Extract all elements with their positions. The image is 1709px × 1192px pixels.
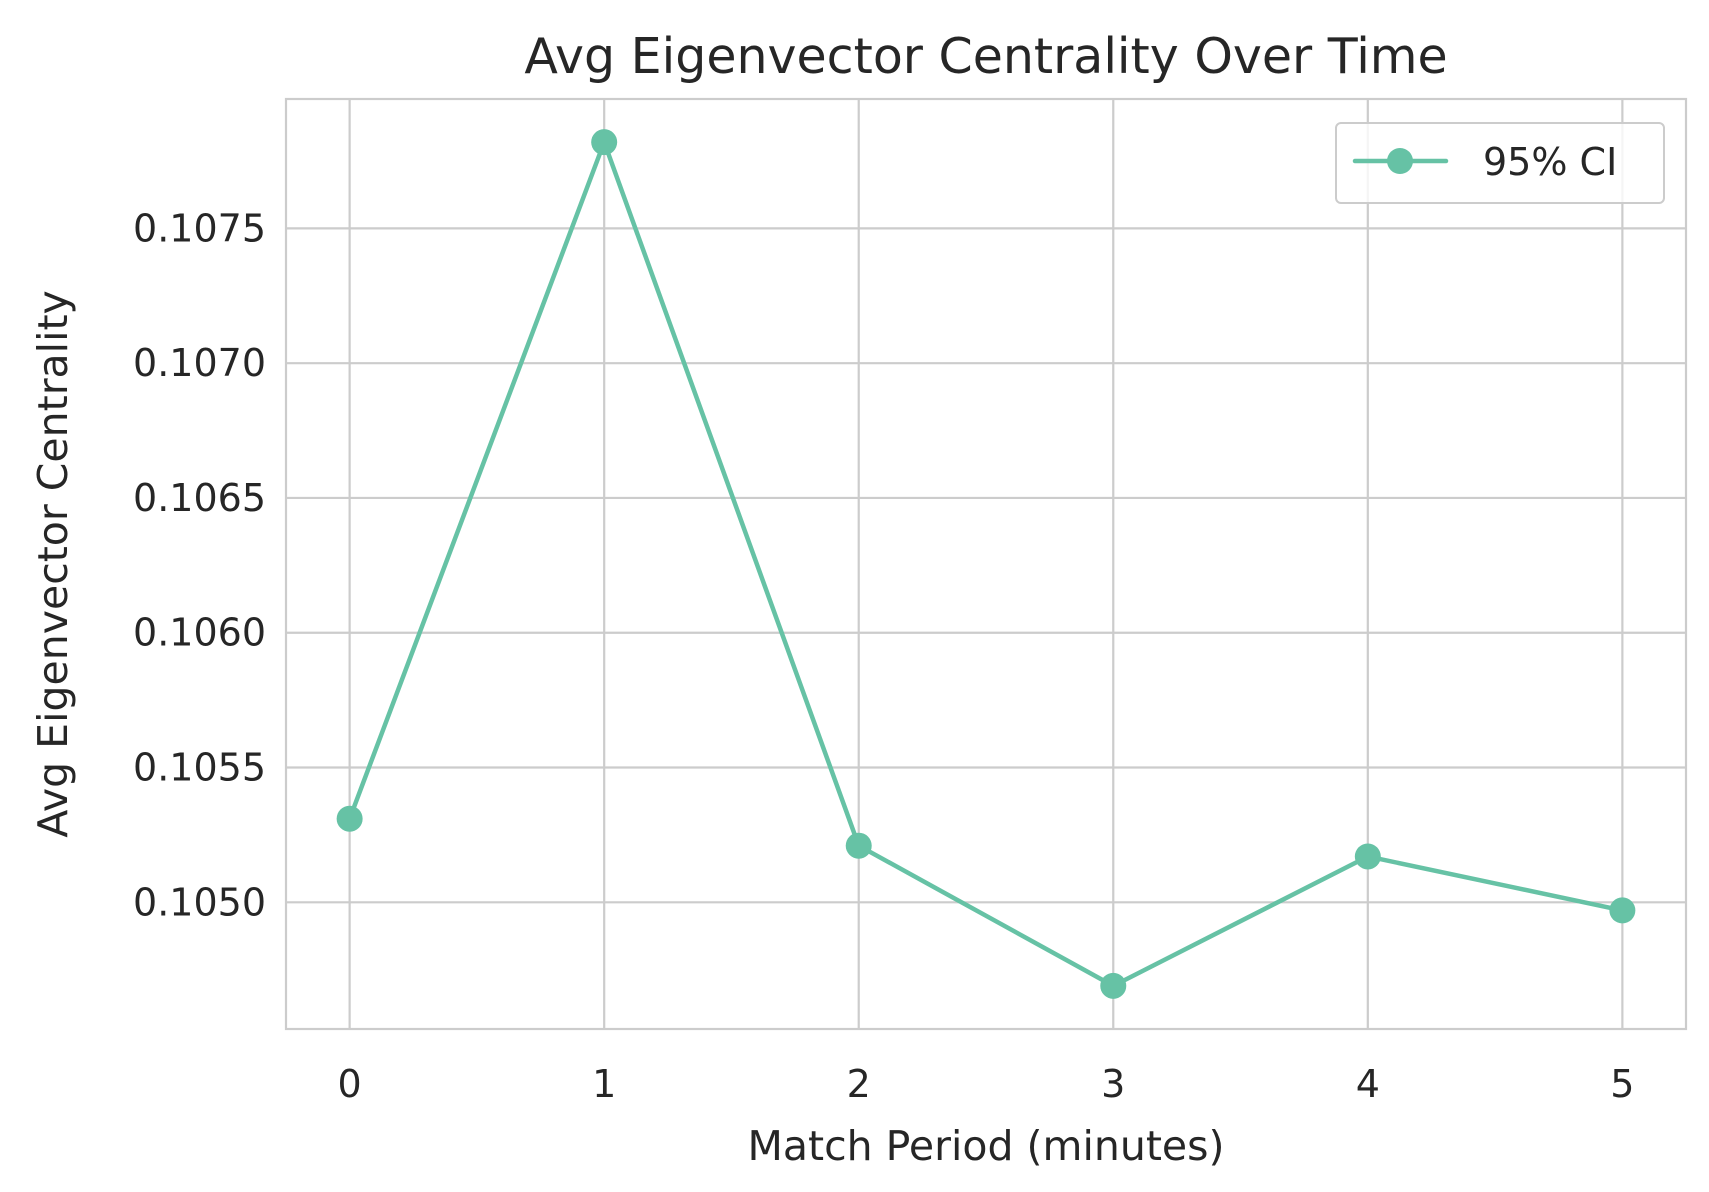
x-tick-label: 4 — [1356, 1062, 1380, 1106]
x-tick-label: 2 — [847, 1062, 871, 1106]
y-tick-label: 0.1075 — [133, 206, 266, 250]
data-point — [1609, 897, 1636, 924]
plot-area-border — [284, 97, 1688, 1031]
chart-title: Avg Eigenvector Centrality Over Time — [524, 28, 1447, 85]
series-line — [347, 139, 1625, 989]
y-tick-label: 0.1060 — [133, 611, 266, 655]
data-point — [336, 805, 363, 832]
series-layer — [336, 129, 1636, 999]
data-point — [1354, 843, 1381, 870]
legend-box — [1335, 122, 1665, 204]
legend-label: 95% CI — [1483, 140, 1617, 184]
x-tick-label: 3 — [1101, 1062, 1125, 1106]
x-tick-label: 1 — [592, 1062, 616, 1106]
y-tick-label: 0.1055 — [133, 746, 266, 790]
grid — [286, 99, 1686, 1029]
tick-labels: 0 1 2 3 4 5 0.1050 0.1055 0.1060 0.1065 0.1070 0.10… — [133, 206, 1634, 1106]
x-tick-label: 0 — [338, 1062, 362, 1106]
x-axis-label: Match Period (minutes) — [748, 1122, 1225, 1170]
y-tick-label: 0.1065 — [133, 476, 266, 520]
legend: 95% CI — [1335, 122, 1665, 204]
x-tick-label: 5 — [1610, 1062, 1634, 1106]
y-axis-label: Avg Eigenvector Centrality — [29, 290, 77, 838]
data-point — [1100, 972, 1127, 999]
data-point — [591, 129, 618, 156]
legend-marker-swatch — [1387, 148, 1413, 174]
data-point — [845, 832, 872, 859]
y-tick-label: 0.1070 — [133, 341, 266, 385]
y-tick-label: 0.1050 — [133, 880, 266, 924]
